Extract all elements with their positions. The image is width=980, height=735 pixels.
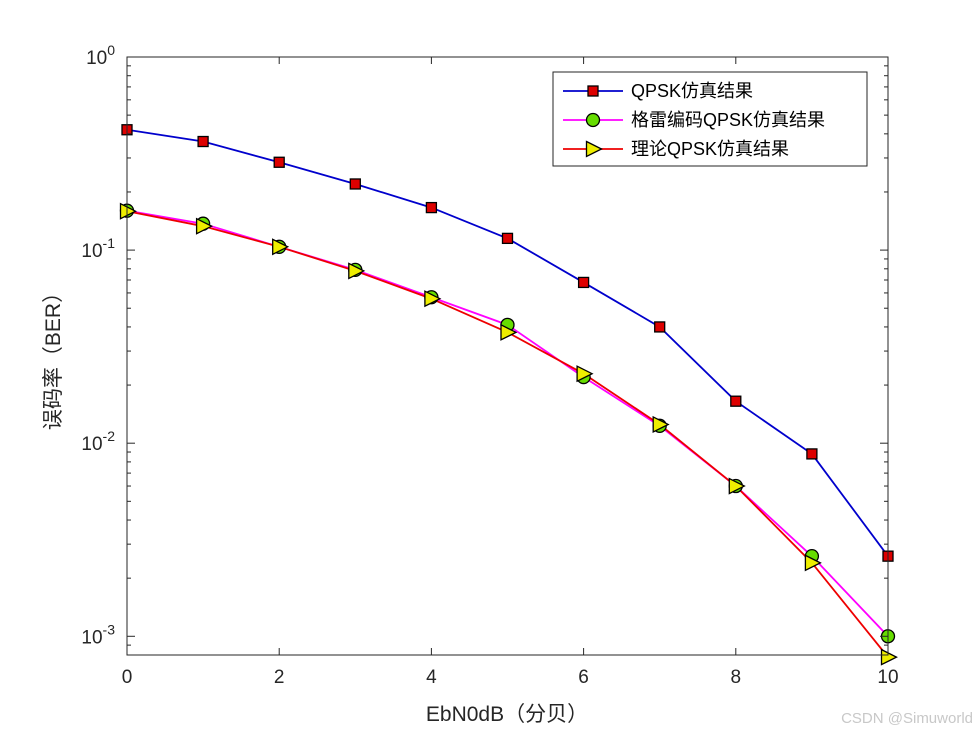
y-tick-label: 10-3 [81, 621, 115, 648]
data-point-series-3 [728, 477, 746, 495]
data-point-series-1 [349, 178, 361, 190]
data-point-series-3 [195, 217, 214, 235]
x-tick-label: 2 [274, 667, 285, 688]
data-point-series-1 [654, 321, 666, 333]
data-point-series-1 [806, 448, 818, 460]
x-tick-label: 4 [426, 667, 437, 688]
data-point-series-1 [730, 395, 742, 407]
plot-frame [126, 56, 889, 656]
x-tick-label: 8 [731, 667, 742, 688]
x-tick-label: 10 [877, 667, 898, 688]
data-point-series-1 [273, 156, 285, 168]
data-point-series-3 [119, 202, 137, 220]
legend-box [552, 71, 868, 167]
legend-label-1: QPSK仿真结果 [631, 81, 753, 101]
legend-marker-3 [585, 140, 603, 158]
x-tick-label: 0 [122, 667, 133, 688]
data-point-series-3 [500, 323, 518, 341]
data-point-series-3 [424, 290, 442, 308]
legend-label-2: 格雷编码QPSK仿真结果 [631, 110, 825, 130]
watermark: CSDN @Simuworld [841, 710, 973, 727]
y-axis-label: 误码率（BER） [42, 282, 65, 430]
legend-marker-2 [585, 112, 601, 128]
legend-marker-1 [587, 85, 599, 97]
data-point-series-1 [577, 276, 590, 289]
data-point-series-3 [880, 648, 898, 666]
data-point-series-1 [425, 201, 438, 214]
x-tick-label: 6 [578, 667, 589, 688]
data-point-series-3 [804, 554, 822, 572]
legend-label-3: 理论QPSK仿真结果 [631, 139, 789, 159]
data-point-series-3 [652, 415, 670, 434]
data-point-series-3 [348, 262, 366, 280]
data-point-series-3 [272, 238, 290, 256]
data-point-series-3 [576, 365, 594, 383]
y-tick-label: 100 [86, 42, 115, 69]
data-point-series-1 [501, 232, 514, 245]
axis-layer: 0 2 4 6 8 10 100 10-1 10-2 10-3 [81, 42, 898, 688]
y-tick-label: 10-2 [81, 428, 115, 455]
x-axis-label: EbN0dB（分贝） [426, 703, 588, 726]
data-point-series-1 [197, 135, 209, 148]
y-tick-label: 10-1 [81, 235, 115, 262]
